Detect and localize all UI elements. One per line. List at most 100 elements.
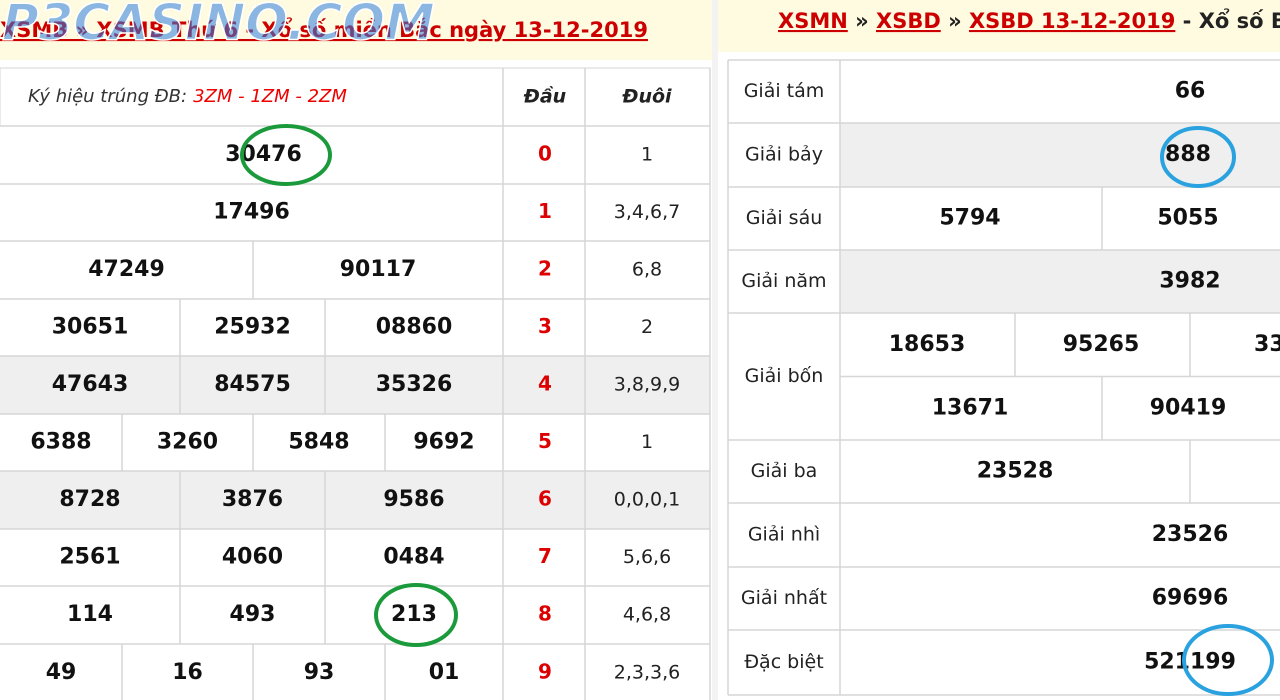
duoi: 3,8,9,9 (614, 374, 680, 396)
prize-number: 30651 (52, 315, 129, 340)
prize-number: 5055 (1157, 206, 1218, 231)
header-row (0, 67, 711, 127)
prize-number: 90117 (340, 257, 417, 282)
breadcrumb-sep: - Xổ số B (1175, 8, 1280, 33)
prize-label: Giải ba (751, 460, 818, 482)
left-header-bg (0, 0, 714, 60)
row-bg (0, 586, 710, 644)
prize-number: 4060 (222, 545, 283, 570)
prize-number: 01 (429, 660, 460, 685)
prize-number: 8728 (59, 487, 120, 512)
highlight-circle (1160, 126, 1236, 188)
prize-number: 47643 (52, 372, 129, 397)
breadcrumb-text: XSMN » XSBD » XSBD 13-12-2019 - Xổ số B (778, 8, 1280, 33)
prize-number: 521199 (1144, 650, 1236, 675)
row-bg (0, 529, 710, 586)
prize-number: 3982 (1159, 269, 1220, 294)
prize-number: 114 (67, 602, 113, 627)
prize-number: 16 (172, 660, 203, 685)
prize-number: 18653 (889, 332, 966, 357)
left-title[interactable]: XSMB » XSMB Thứ 6 - Xổ số miền Bắc ngày … (0, 17, 648, 42)
value-bg (840, 503, 1280, 567)
right-header-bg (716, 0, 1280, 52)
highlight-circle (374, 583, 458, 647)
dau: 5 (538, 429, 552, 453)
row-bg (0, 184, 710, 241)
value-bg (840, 250, 1280, 313)
prize-number: 49 (46, 660, 77, 685)
row-bg (0, 471, 710, 529)
prize-number: 9586 (383, 487, 444, 512)
row-bg (0, 356, 710, 414)
row-bg (0, 414, 710, 471)
prize-number: 90419 (1150, 395, 1227, 420)
watermark: P3CASINO.COM (2, 0, 435, 52)
duoi: 6,8 (632, 259, 662, 281)
dau: 3 (538, 314, 552, 338)
prize-number: 5848 (288, 430, 349, 455)
value-bg (840, 630, 1280, 695)
prize-label: Giải tám (744, 80, 825, 102)
prize-label: Giải nhì (748, 524, 820, 546)
prize-number: 13671 (932, 395, 1009, 420)
divider (712, 0, 718, 700)
highlight-circle (240, 124, 332, 186)
duoi: 4,6,8 (623, 604, 671, 626)
prize-number: 213 (391, 602, 437, 627)
dau: 1 (538, 199, 552, 223)
duoi: 2,3,3,6 (614, 662, 680, 684)
prize-number: 6388 (30, 430, 91, 455)
prize-number: 888 (1165, 142, 1211, 167)
row-bg (0, 241, 710, 299)
prize-number: 30476 (225, 142, 302, 167)
duoi: 5,6,6 (623, 546, 671, 568)
prize-number: 25932 (214, 315, 291, 340)
duoi: 3,4,6,7 (614, 201, 680, 223)
dau: 9 (538, 660, 552, 684)
dau: 2 (538, 257, 552, 281)
prize-label: Giải bốn (745, 365, 824, 387)
row-bg (0, 644, 710, 700)
breadcrumb-link[interactable]: XSMN (778, 9, 848, 33)
dau: 0 (538, 142, 552, 166)
value-bg (840, 187, 1280, 250)
prize-number: 95265 (1063, 332, 1140, 357)
symbol-line: Ký hiệu trúng ĐB: 3ZM - 1ZM - 2ZM (28, 86, 347, 107)
prize-number: 69696 (1152, 586, 1229, 611)
value-bg (840, 567, 1280, 630)
prize-number: 0484 (383, 545, 444, 570)
prize-number: 9692 (413, 430, 474, 455)
prize-label: Đặc biệt (744, 651, 823, 673)
dau: 8 (538, 602, 552, 626)
duoi: 1 (641, 431, 653, 453)
prize-number: 84575 (214, 372, 291, 397)
value-bg (840, 440, 1280, 503)
prize-label: Giải bảy (745, 144, 823, 166)
prize-number: 5794 (939, 206, 1000, 231)
dau: 4 (538, 372, 552, 396)
prize-number: 08860 (376, 315, 453, 340)
prize-number: 2561 (59, 545, 120, 570)
prize-number: 35326 (376, 372, 453, 397)
prize-number: 493 (230, 602, 276, 627)
duoi: 1 (641, 144, 653, 166)
prize-label: Giải sáu (746, 207, 823, 229)
prize-label: Giải năm (741, 270, 826, 292)
breadcrumb-sep: » (848, 9, 876, 33)
row-bg (0, 126, 710, 184)
breadcrumb-sep: » (941, 9, 969, 33)
breadcrumb-link[interactable]: XSBD 13-12-2019 (969, 9, 1175, 33)
prize-number: 47249 (88, 257, 165, 282)
dau: 7 (538, 544, 552, 568)
prize-number: 3876 (222, 487, 283, 512)
duoi: 2 (641, 316, 653, 338)
prize-number: 17496 (213, 200, 290, 225)
prize-number: 93 (304, 660, 335, 685)
col-dau: Đầu (523, 85, 566, 108)
symbol-label: Ký hiệu trúng ĐB: (28, 86, 187, 107)
prize-number: 23526 (1152, 522, 1229, 547)
prize-number: 66 (1175, 79, 1206, 104)
breadcrumb-link[interactable]: XSBD (876, 9, 941, 33)
prize-label: Giải nhất (741, 587, 827, 609)
